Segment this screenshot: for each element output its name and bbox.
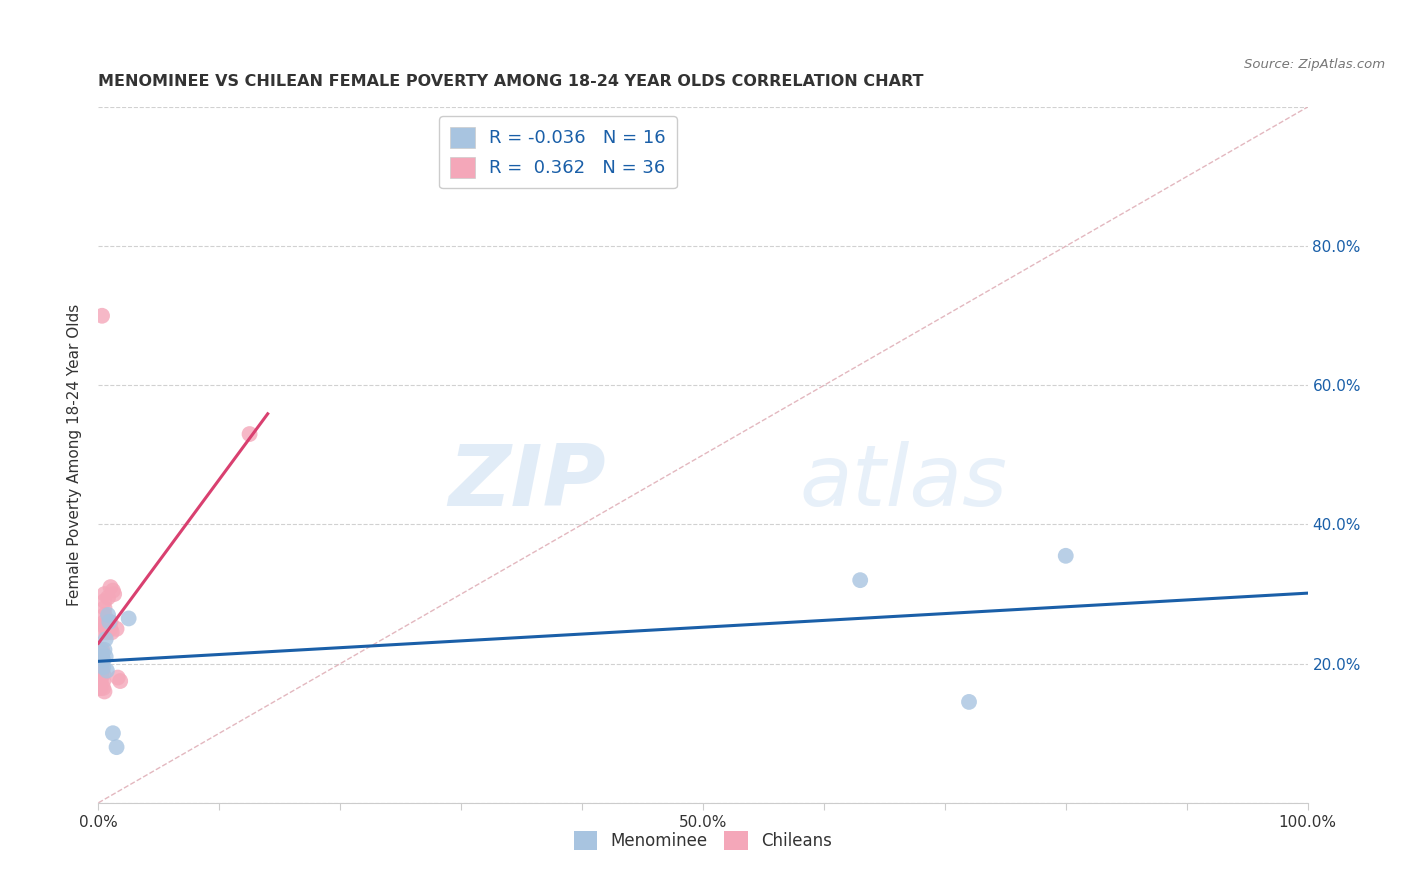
Point (100, 615, 122, 629)
Point (91, 664, 114, 678)
Point (103, 587, 125, 601)
Point (93, 587, 115, 601)
Point (957, 695, 980, 709)
Text: ZIP: ZIP (449, 442, 606, 524)
Point (91, 309, 114, 323)
Text: atlas: atlas (800, 442, 1008, 524)
Point (105, 740, 128, 755)
Point (91, 657, 114, 671)
Point (93, 601, 115, 615)
Point (98, 615, 121, 629)
Point (90, 681, 112, 695)
Point (101, 726, 124, 740)
Point (91, 681, 114, 695)
Point (91, 625, 114, 640)
Point (849, 573, 872, 587)
Point (90, 674, 112, 689)
Point (91, 618, 114, 632)
Point (98, 615, 121, 629)
Point (91, 674, 114, 689)
Point (90, 667, 112, 681)
Point (100, 625, 122, 640)
Point (96, 625, 118, 640)
Point (94, 632, 117, 647)
Point (93, 607, 115, 622)
Point (94, 618, 117, 632)
Point (239, 427, 262, 442)
Text: MENOMINEE VS CHILEAN FEMALE POVERTY AMONG 18-24 YEAR OLDS CORRELATION CHART: MENOMINEE VS CHILEAN FEMALE POVERTY AMON… (98, 74, 924, 89)
Point (89, 681, 111, 695)
Point (97, 607, 120, 622)
Point (96, 664, 118, 678)
Point (91, 642, 114, 657)
Point (96, 622, 118, 636)
Point (107, 671, 129, 685)
Point (105, 622, 128, 636)
Point (97, 591, 120, 605)
Point (93, 684, 115, 698)
Point (91, 646, 114, 660)
Text: Source: ZipAtlas.com: Source: ZipAtlas.com (1244, 58, 1385, 71)
Point (91, 649, 114, 664)
Point (100, 580, 122, 594)
Point (101, 583, 124, 598)
Point (1054, 549, 1077, 563)
Point (91, 653, 114, 667)
Point (108, 674, 131, 689)
Point (94, 649, 117, 664)
Point (91, 649, 114, 664)
Point (91, 660, 114, 674)
Point (91, 667, 114, 681)
Point (89, 674, 111, 689)
Point (93, 642, 115, 657)
Point (93, 594, 115, 608)
Point (100, 622, 122, 636)
Point (93, 615, 115, 629)
Legend: Menominee, Chileans: Menominee, Chileans (568, 824, 838, 857)
Point (118, 611, 141, 625)
Y-axis label: Female Poverty Among 18-24 Year Olds: Female Poverty Among 18-24 Year Olds (67, 304, 83, 606)
